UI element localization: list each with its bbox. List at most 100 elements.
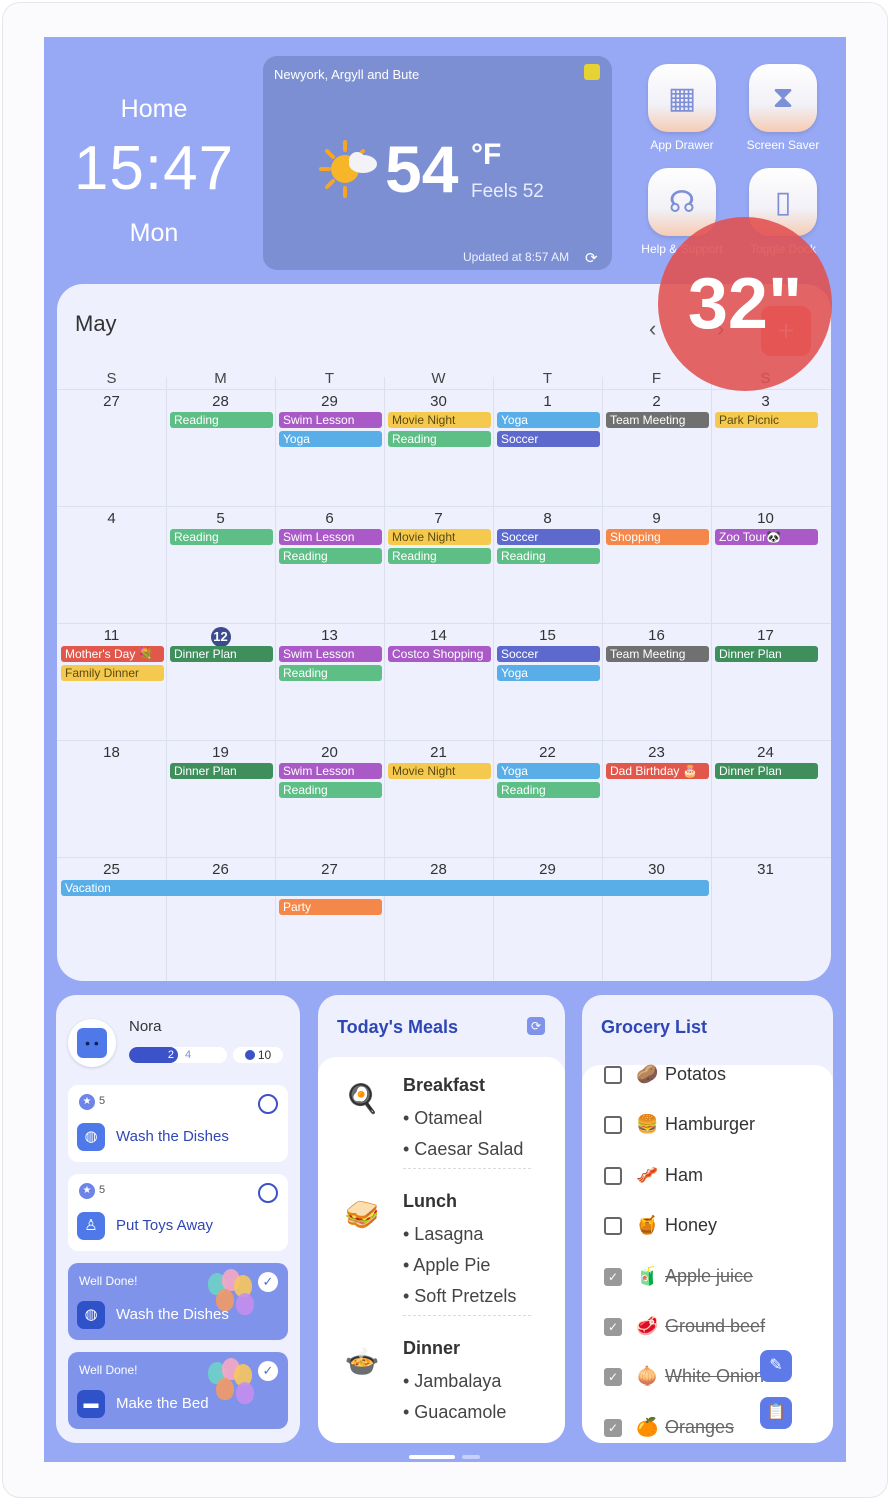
grocery-item[interactable]: ✓ 🧅 White Onion	[604, 1366, 814, 1390]
calendar-event[interactable]: Yoga	[279, 431, 382, 447]
grocery-item[interactable]: 🍯 Honey	[604, 1215, 814, 1239]
calendar-event[interactable]: Swim Lesson	[279, 646, 382, 662]
day-number[interactable]: 19	[166, 744, 275, 761]
day-number[interactable]: 5	[166, 510, 275, 527]
calendar-event[interactable]: Vacation	[61, 880, 709, 896]
check-icon[interactable]: ✓	[258, 1272, 278, 1292]
grocery-item[interactable]: ✓ 🧃 Apple juice	[604, 1266, 814, 1290]
calendar-event[interactable]: Dad Birthday 🎂	[606, 763, 709, 779]
calendar-event[interactable]: Yoga	[497, 763, 600, 779]
day-number[interactable]: 21	[384, 744, 493, 761]
help-support-button[interactable]: ☊ Help & Support	[637, 168, 727, 256]
sync-icon[interactable]: ⟳	[527, 1017, 545, 1035]
calendar-event[interactable]: Party	[279, 899, 382, 915]
day-number[interactable]: 18	[57, 744, 166, 761]
day-number[interactable]: 17	[711, 627, 820, 644]
edit-icon[interactable]: ✎	[760, 1350, 792, 1382]
day-number[interactable]: 15	[493, 627, 602, 644]
grocery-checkbox[interactable]	[604, 1116, 622, 1135]
calendar-event[interactable]: Reading	[388, 548, 491, 564]
calendar-event[interactable]: Yoga	[497, 412, 600, 428]
calendar-event[interactable]: Zoo Tour🐼	[715, 529, 818, 545]
calendar-event[interactable]: Soccer	[497, 646, 600, 662]
chore-item[interactable]: ★ 5 ◍ Wash the Dishes	[68, 1085, 288, 1162]
day-number[interactable]: 23	[602, 744, 711, 761]
calendar-event[interactable]: Shopping	[606, 529, 709, 545]
day-number[interactable]: 4	[57, 510, 166, 527]
chore-item[interactable]: ★ 5 ♙ Put Toys Away	[68, 1174, 288, 1251]
weather-widget[interactable]: Newyork, Argyll and Bute 54 °F Feels 52 …	[263, 56, 612, 270]
day-number[interactable]: 3	[711, 393, 820, 410]
grocery-item[interactable]: 🥔 Potatos	[604, 1064, 814, 1088]
screen-saver-button[interactable]: ⧗ Screen Saver	[738, 64, 828, 152]
calendar-event[interactable]: Movie Night	[388, 529, 491, 545]
day-number[interactable]: 8	[493, 510, 602, 527]
calendar-event[interactable]: Dinner Plan	[170, 763, 273, 779]
day-number[interactable]: 30	[384, 393, 493, 410]
calendar-event[interactable]: Dinner Plan	[715, 763, 818, 779]
calendar-event[interactable]: Dinner Plan	[715, 646, 818, 662]
day-number[interactable]: 6	[275, 510, 384, 527]
grocery-item[interactable]: 🍔 Hamburger	[604, 1114, 814, 1138]
day-number[interactable]: 29	[493, 861, 602, 878]
day-number[interactable]: 28	[384, 861, 493, 878]
chore-checkbox[interactable]	[258, 1094, 278, 1114]
calendar-event[interactable]: Team Meeting	[606, 412, 709, 428]
day-number[interactable]: 27	[57, 393, 166, 410]
grocery-checkbox[interactable]: ✓	[604, 1418, 622, 1437]
calendar-event[interactable]: Soccer	[497, 431, 600, 447]
day-number[interactable]: 26	[166, 861, 275, 878]
day-number[interactable]: 27	[275, 861, 384, 878]
calendar-event[interactable]: Swim Lesson	[279, 763, 382, 779]
calendar-event[interactable]: Reading	[497, 782, 600, 798]
chore-item-done[interactable]: Well Done! ✓ ◍ Wash the Dishes	[68, 1263, 288, 1340]
grocery-checkbox[interactable]	[604, 1217, 622, 1236]
grocery-checkbox[interactable]	[604, 1066, 622, 1084]
clipboard-add-icon[interactable]: 📋	[760, 1397, 792, 1429]
grocery-checkbox[interactable]: ✓	[604, 1368, 622, 1387]
day-number[interactable]: 2	[602, 393, 711, 410]
day-number[interactable]: 1	[493, 393, 602, 410]
calendar-event[interactable]: Swim Lesson	[279, 412, 382, 428]
day-number[interactable]: 22	[493, 744, 602, 761]
calendar-event[interactable]: Park Picnic	[715, 412, 818, 428]
calendar-event[interactable]: Reading	[388, 431, 491, 447]
grocery-item[interactable]: 🥓 Ham	[604, 1165, 814, 1189]
day-number[interactable]: 9	[602, 510, 711, 527]
chore-checkbox[interactable]	[258, 1183, 278, 1203]
day-number[interactable]: 30	[602, 861, 711, 878]
grocery-item[interactable]: ✓ 🥩 Ground beef	[604, 1316, 814, 1340]
day-number[interactable]: 7	[384, 510, 493, 527]
day-number[interactable]: 13	[275, 627, 384, 644]
calendar-event[interactable]: Reading	[170, 412, 273, 428]
avatar[interactable]: • •	[68, 1019, 116, 1067]
grocery-item[interactable]: ✓ 🍊 Oranges	[604, 1417, 814, 1441]
prev-month-icon[interactable]: ‹	[649, 316, 657, 341]
calendar-event[interactable]: Reading	[497, 548, 600, 564]
day-number[interactable]: 25	[57, 861, 166, 878]
day-number[interactable]: 29	[275, 393, 384, 410]
calendar-event[interactable]: Movie Night	[388, 763, 491, 779]
calendar-event[interactable]: Soccer	[497, 529, 600, 545]
calendar-event[interactable]: Yoga	[497, 665, 600, 681]
calendar-event[interactable]: Reading	[279, 548, 382, 564]
app-drawer-button[interactable]: ▦ App Drawer	[637, 64, 727, 152]
grocery-checkbox[interactable]: ✓	[604, 1267, 622, 1286]
day-number[interactable]: 16	[602, 627, 711, 644]
day-number[interactable]: 20	[275, 744, 384, 761]
today-date[interactable]: 12	[166, 627, 275, 647]
day-number[interactable]: 31	[711, 861, 820, 878]
calendar-event[interactable]: Movie Night	[388, 412, 491, 428]
home-indicator[interactable]	[409, 1455, 455, 1459]
calendar-event[interactable]: Team Meeting	[606, 646, 709, 662]
calendar-event[interactable]: Reading	[279, 665, 382, 681]
day-number[interactable]: 14	[384, 627, 493, 644]
calendar-event[interactable]: Mother's Day 💐	[61, 646, 164, 662]
day-number[interactable]: 11	[57, 627, 166, 644]
day-number[interactable]: 24	[711, 744, 820, 761]
calendar-event[interactable]: Reading	[279, 782, 382, 798]
calendar-event[interactable]: Dinner Plan	[170, 646, 273, 662]
calendar-event[interactable]: Costco Shopping	[388, 646, 491, 662]
calendar-event[interactable]: Reading	[170, 529, 273, 545]
refresh-icon[interactable]: ⟳	[585, 250, 598, 267]
